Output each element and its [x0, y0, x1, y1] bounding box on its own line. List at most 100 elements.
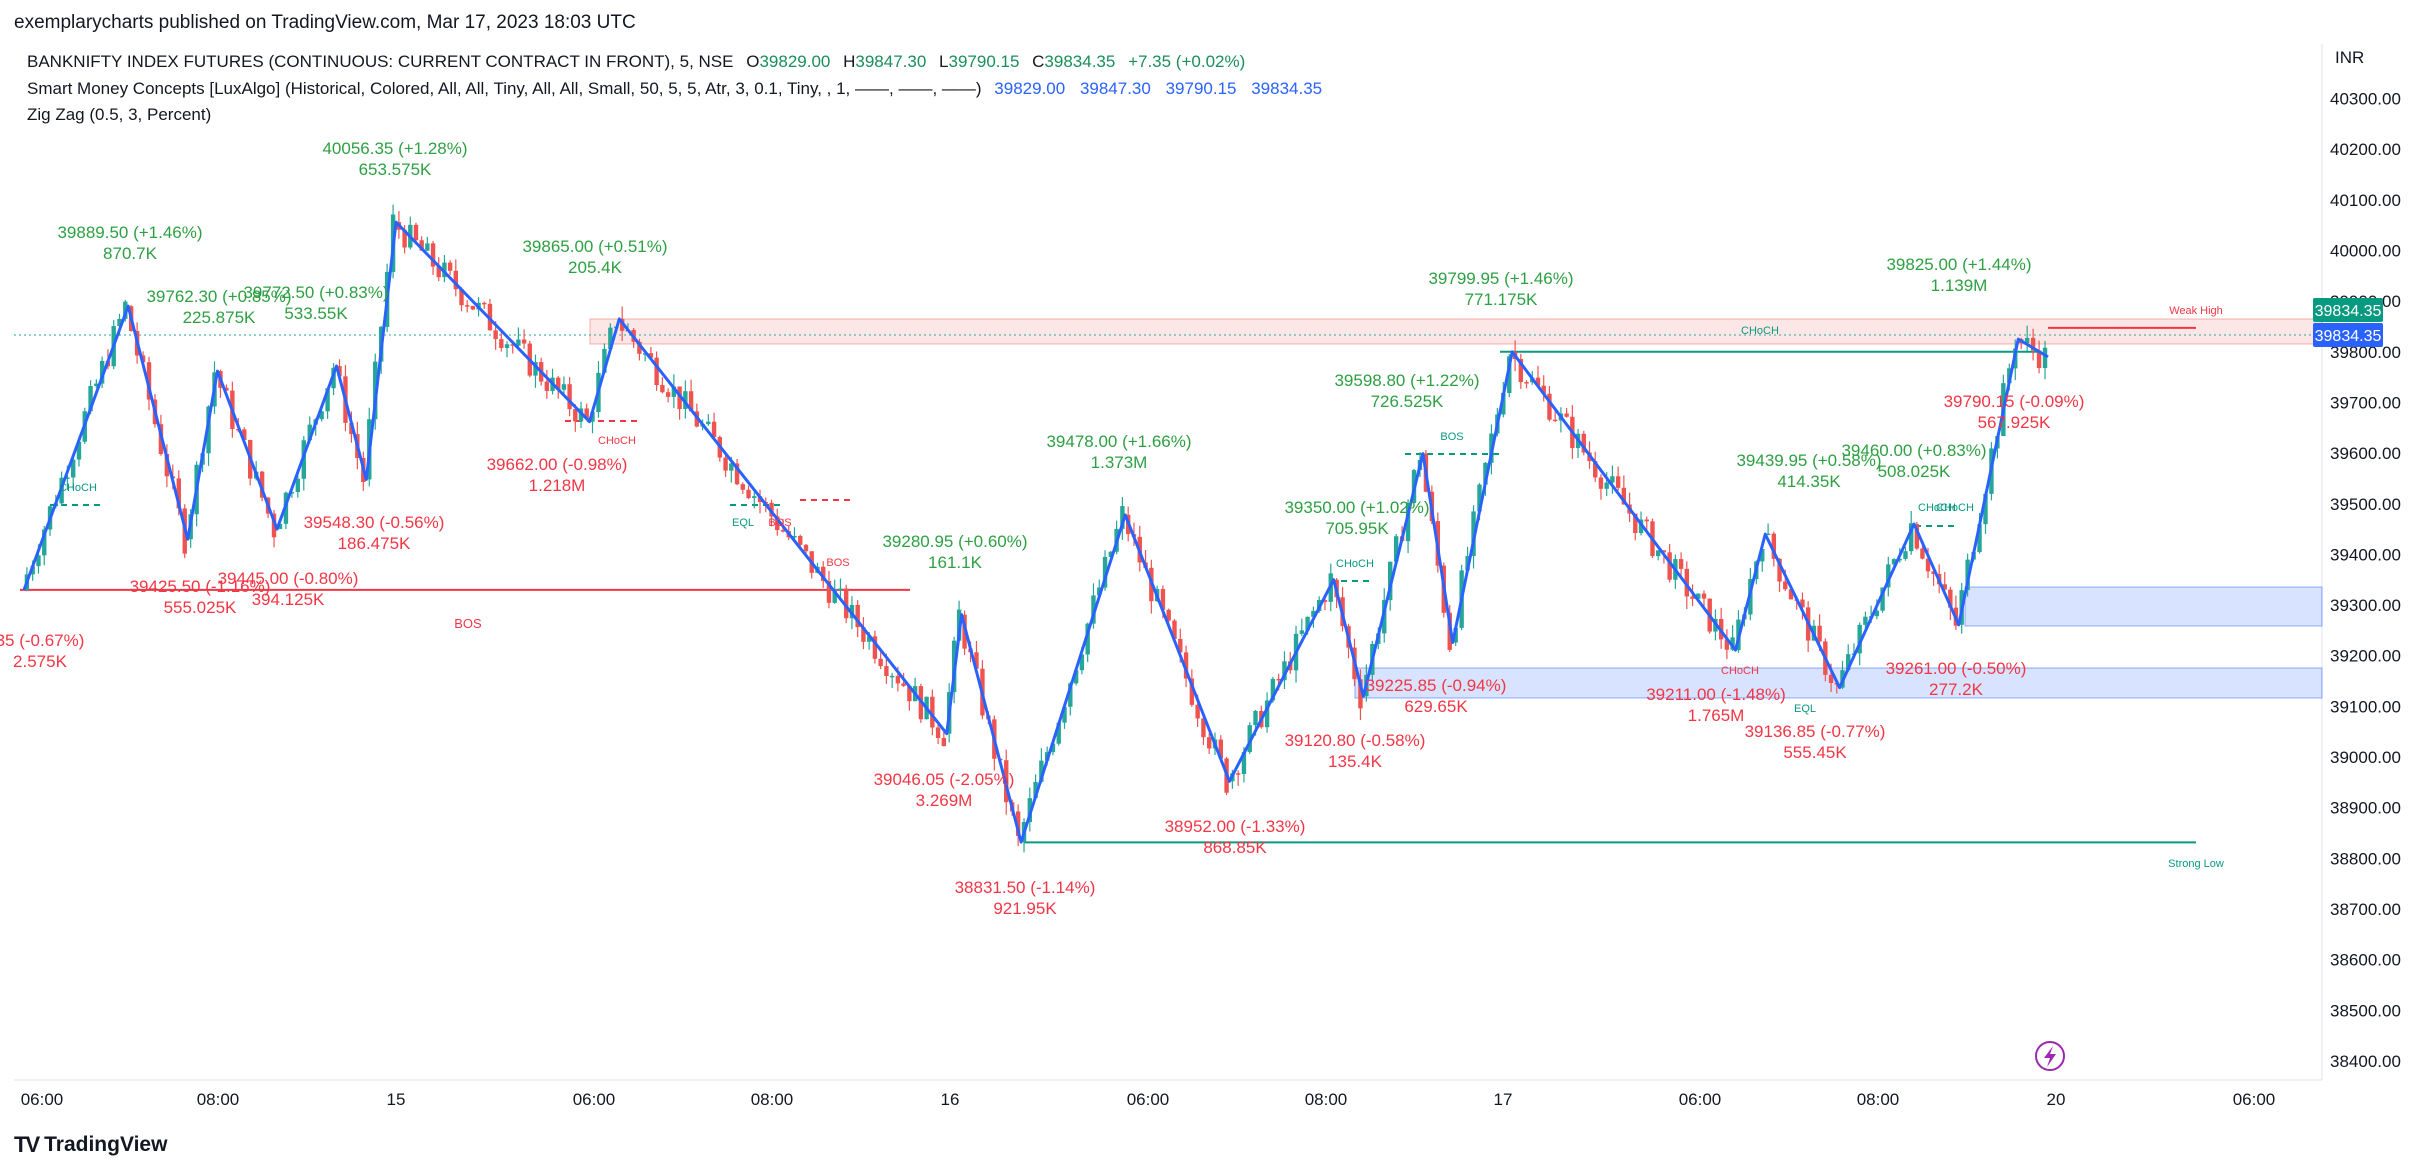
- y-tick-label: 38800.00: [2330, 849, 2401, 868]
- candle-body: [464, 305, 470, 307]
- zigzag-volume-label: 1.218M: [529, 476, 586, 495]
- candle-body: [459, 289, 464, 306]
- tradingview-brand: TradingView: [44, 1133, 168, 1156]
- candle-body: [1880, 587, 1885, 611]
- candle-body: [1846, 654, 1851, 671]
- y-tick-label: 39000.00: [2330, 748, 2401, 767]
- x-tick-label: 06:00: [1127, 1090, 1170, 1109]
- zigzag-price-label: 39598.80 (+1.22%): [1334, 371, 1479, 390]
- y-tick-label: 38700.00: [2330, 900, 2401, 919]
- x-tick-label: 06:00: [1679, 1090, 1722, 1109]
- zigzag-price-label: 39261.00 (-0.50%): [1886, 659, 2027, 678]
- candle-body: [1948, 589, 1953, 608]
- y-tick-label: 38900.00: [2330, 799, 2401, 818]
- zigzag-volume-label: 555.025K: [164, 598, 237, 617]
- x-tick-label: 20: [2047, 1090, 2066, 1109]
- candle-body: [271, 513, 277, 538]
- smc-price-badge: [2313, 323, 2383, 347]
- candle-body: [930, 696, 935, 728]
- candle-body: [277, 523, 283, 530]
- candle-body: [1655, 550, 1661, 557]
- candle-body: [493, 330, 498, 340]
- symbol-legend[interactable]: BANKNIFTY INDEX FUTURES (CONTINUOUS: CUR…: [27, 52, 1245, 72]
- candle-body: [884, 666, 889, 677]
- candle-body: [1218, 739, 1223, 759]
- symbol-name: BANKNIFTY INDEX FUTURES (CONTINUOUS: CUR…: [27, 52, 734, 71]
- candle-body: [1863, 616, 1868, 625]
- candle-body: [1667, 552, 1672, 580]
- candle-body: [430, 243, 436, 267]
- tradingview-footer[interactable]: TV TradingView: [14, 1132, 167, 1158]
- zigzag-volume-label: 1.765M: [1688, 706, 1745, 725]
- candle-body: [734, 463, 740, 485]
- currency-label: INR: [2335, 48, 2365, 67]
- candle-body: [1886, 564, 1891, 588]
- candle-body: [1925, 558, 1931, 572]
- candle-body: [1615, 476, 1621, 488]
- zigzag-volume-label: 771.175K: [1465, 290, 1538, 309]
- candle-body: [1483, 462, 1488, 485]
- candle-body: [780, 530, 786, 532]
- candle-body: [872, 636, 878, 659]
- zigzag-volume-label: 414.35K: [1777, 472, 1841, 491]
- candle-body: [1765, 533, 1771, 536]
- candle-body: [1322, 600, 1328, 602]
- candle-body: [974, 652, 979, 669]
- candle-body: [1724, 639, 1730, 650]
- candle-body: [1241, 752, 1247, 775]
- candle-body: [2036, 350, 2042, 369]
- smc-indicator-legend[interactable]: Smart Money Concepts [LuxAlgo] (Historic…: [27, 79, 1322, 99]
- smc-value-close: 39834.35: [1251, 79, 1323, 98]
- zigzag-volume-label: 3.269M: [916, 791, 973, 810]
- candle-body: [1800, 599, 1805, 608]
- zigzag-volume-label: 225.875K: [183, 308, 256, 327]
- candle-body: [1857, 624, 1862, 654]
- candle-body: [855, 604, 860, 628]
- zigzag-volume-label: 508.025K: [1878, 462, 1951, 481]
- candle-body: [1120, 506, 1125, 529]
- smc-indicator-name: Smart Money Concepts [LuxAlgo] (Historic…: [27, 79, 982, 98]
- candle-body: [1908, 523, 1914, 552]
- candle-body: [1477, 484, 1482, 512]
- candle-body: [1931, 571, 1936, 574]
- zigzag-price-label: 40056.35 (+1.28%): [322, 139, 467, 158]
- candle-body: [590, 412, 595, 422]
- candle-body: [1062, 706, 1067, 723]
- candle-body: [436, 266, 441, 278]
- candle-body: [1073, 670, 1079, 684]
- y-tick-label: 39300.00: [2330, 596, 2401, 615]
- candle-body: [1977, 524, 1982, 552]
- candle-body: [752, 496, 757, 499]
- candle-body: [242, 429, 247, 441]
- candle-body: [1788, 589, 1794, 600]
- candle-body: [792, 535, 797, 538]
- structure-label: CHoCH: [1936, 502, 1974, 514]
- structure-label: CHoCH: [1741, 325, 1779, 337]
- candle-body: [1172, 620, 1177, 639]
- candle-body: [608, 327, 613, 349]
- zigzag-indicator-legend[interactable]: Zig Zag (0.5, 3, Percent): [27, 105, 212, 124]
- candle-body: [889, 675, 895, 678]
- zigzag-volume-label: 921.95K: [993, 899, 1057, 918]
- x-tick-label: 08:00: [197, 1090, 240, 1109]
- candle-body: [826, 580, 832, 603]
- candle-body: [1817, 625, 1822, 642]
- candle-body: [1903, 551, 1908, 559]
- lightning-icon-bolt: [2044, 1046, 2056, 1067]
- candle-body: [1777, 558, 1782, 582]
- zigzag-volume-label: 277.2K: [1929, 680, 1984, 699]
- candle-body: [1696, 593, 1701, 599]
- candle-body: [775, 516, 780, 531]
- candle-body: [470, 306, 476, 310]
- zigzag-price-label: 39445.00 (-0.80%): [218, 569, 359, 588]
- candle-body: [677, 386, 682, 410]
- candle-body: [453, 270, 459, 290]
- candle-body: [325, 388, 330, 412]
- candle-body: [1541, 385, 1546, 394]
- zigzag-price-label: 39460.00 (+0.83%): [1841, 441, 1986, 460]
- candle-body: [1598, 477, 1604, 489]
- candle-body: [1050, 743, 1056, 753]
- candle-body: [307, 424, 312, 441]
- zigzag-line[interactable]: [22, 220, 2049, 844]
